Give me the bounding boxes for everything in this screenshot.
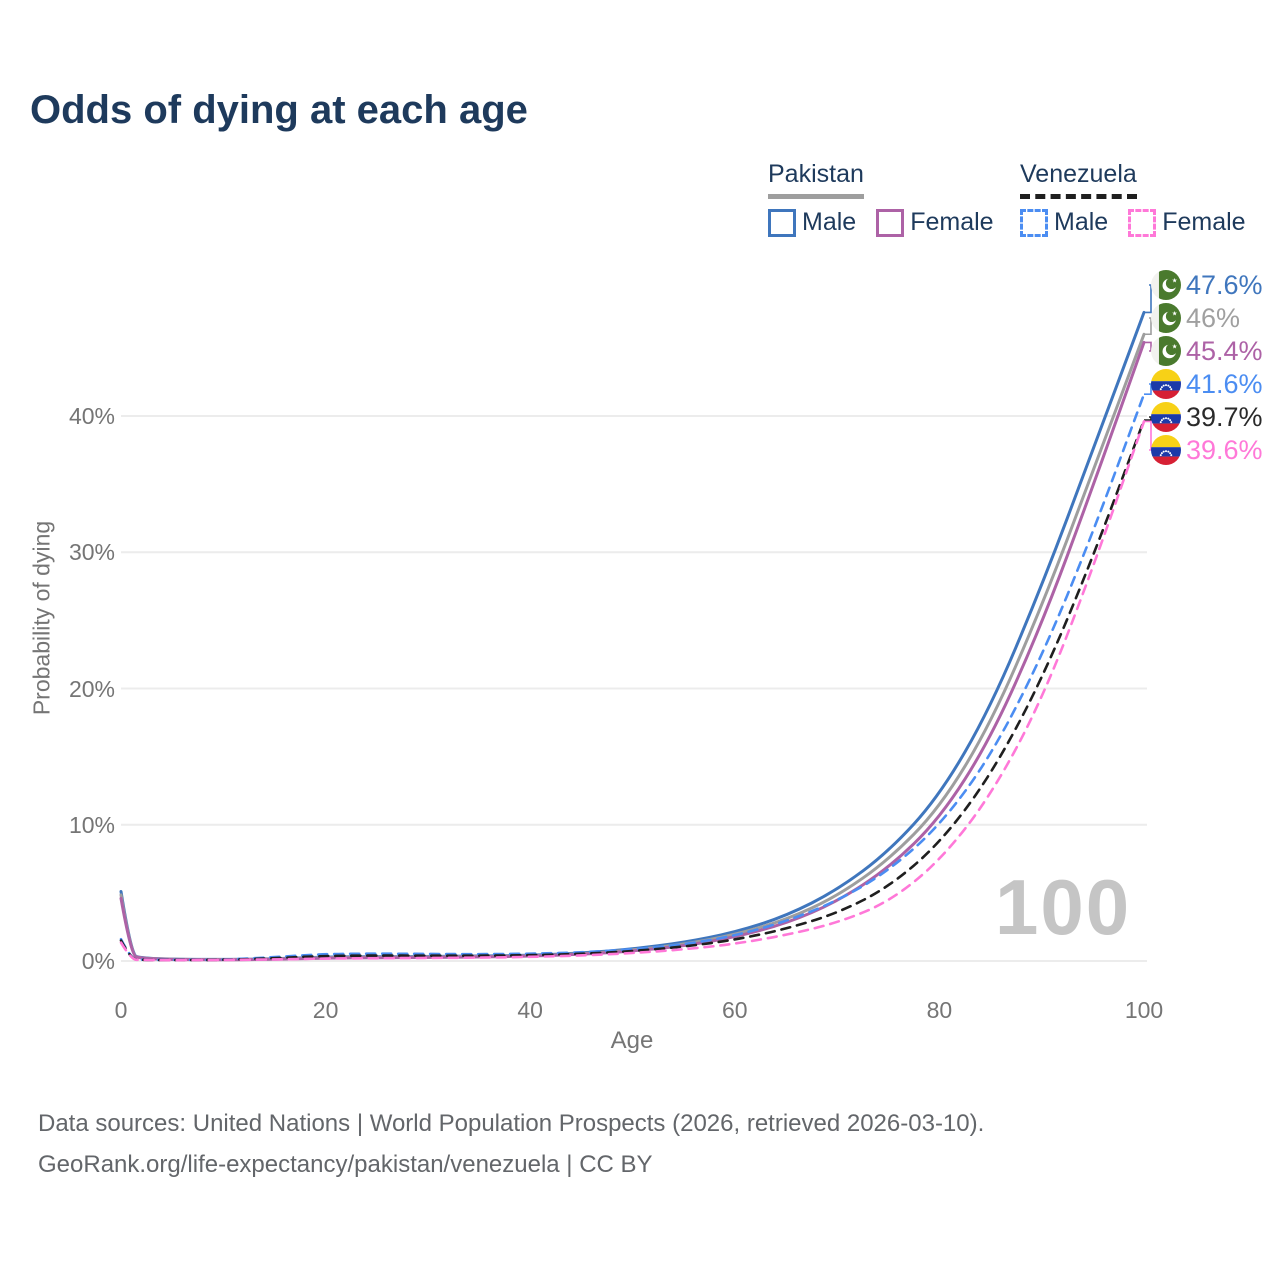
- legend-item-pakistan-female[interactable]: Female: [876, 208, 994, 237]
- series-line-venezuela-female: [119, 420, 1146, 962]
- end-label-value: 41.6%: [1186, 368, 1263, 399]
- y-tick-label: 10%: [68, 811, 115, 838]
- x-tick-label: 20: [312, 997, 339, 1023]
- leader-line: [1144, 420, 1152, 451]
- legend-swatch-dashed[interactable]: [1128, 208, 1157, 237]
- end-label-value: 45.4%: [1186, 335, 1263, 366]
- leader-line: [1144, 284, 1152, 314]
- x-tick-label: 40: [517, 997, 543, 1023]
- pakistan-flag-icon: [1151, 270, 1181, 300]
- legend-item-label: Male: [802, 208, 857, 236]
- venezuela-flag-icon: [1151, 369, 1181, 399]
- end-label-value: 46%: [1186, 302, 1241, 333]
- legend-item-pakistan-male[interactable]: Male: [768, 208, 856, 237]
- legend-group-venezuela: Venezuela Male Female: [1020, 160, 1246, 237]
- footer-attribution-line: GeoRank.org/life-expectancy/pakistan/ven…: [38, 1151, 653, 1178]
- series-line-pakistan-female: [119, 340, 1146, 962]
- x-tick-label: 100: [1124, 997, 1164, 1023]
- footer-sources-line: Data sources: United Nations | World Pop…: [38, 1110, 985, 1137]
- pakistan-flag-icon: [1151, 336, 1181, 366]
- legend-group-name: Pakistan: [768, 160, 864, 199]
- venezuela-flag-icon: [1151, 435, 1181, 465]
- legend-item-venezuela-female[interactable]: Female: [1128, 208, 1246, 237]
- series-line-pakistan: [119, 332, 1146, 962]
- pakistan-flag-icon: [1151, 270, 1181, 300]
- leader-line: [1144, 416, 1152, 421]
- end-label-value: 39.7%: [1186, 401, 1263, 432]
- end-label-pakistan: 46%: [1151, 302, 1240, 334]
- end-label-pakistan-male: 47.6%: [1151, 269, 1263, 301]
- end-label-venezuela-male: 41.6%: [1151, 368, 1263, 400]
- x-axis-title: Age: [610, 1027, 654, 1054]
- venezuela-flag-icon: [1151, 435, 1181, 465]
- leader-line: [1144, 383, 1152, 395]
- legend-group-name: Venezuela: [1020, 160, 1137, 199]
- x-tick-label: 0: [114, 997, 128, 1023]
- y-tick-label: 40%: [68, 403, 115, 429]
- y-tick-label: 30%: [68, 539, 115, 566]
- end-label-venezuela-female: 39.6%: [1151, 434, 1263, 466]
- x-tick-label: 60: [722, 997, 748, 1023]
- pakistan-flag-icon: [1151, 303, 1181, 333]
- x-tick-label: 80: [926, 997, 953, 1023]
- footer: Data sources: United Nations | World Pop…: [38, 1103, 984, 1185]
- y-tick-label: 0%: [81, 948, 115, 974]
- venezuela-flag-icon: [1151, 369, 1181, 399]
- end-label-venezuela: 39.7%: [1151, 401, 1263, 433]
- legend-item-label: Female: [910, 208, 994, 236]
- end-label-value: 39.6%: [1186, 434, 1263, 465]
- legend-item-label: Female: [1162, 208, 1246, 236]
- venezuela-flag-icon: [1151, 402, 1181, 432]
- end-label-value: 47.6%: [1186, 269, 1263, 300]
- age-watermark: 100: [995, 863, 1132, 951]
- pakistan-flag-icon: [1151, 336, 1181, 366]
- legend-swatch-solid[interactable]: [876, 208, 905, 237]
- legend-swatch-dashed[interactable]: [1020, 208, 1048, 237]
- end-label-pakistan-female: 45.4%: [1151, 335, 1263, 367]
- legend-item-label: Male: [1054, 208, 1109, 236]
- series-line-venezuela: [119, 418, 1146, 962]
- venezuela-flag-icon: [1151, 402, 1181, 432]
- legend-item-venezuela-male[interactable]: Male: [1020, 208, 1108, 237]
- leader-line: [1144, 317, 1152, 336]
- pakistan-flag-icon: [1151, 303, 1181, 333]
- legend-group-pakistan: Pakistan Male Female: [768, 160, 994, 237]
- series-line-pakistan-male: [119, 310, 1146, 961]
- page-title: Odds of dying at each age: [30, 88, 528, 132]
- y-tick-label: 20%: [68, 675, 115, 702]
- legend-swatch-solid[interactable]: [768, 208, 796, 237]
- series-line-venezuela-male: [119, 392, 1146, 962]
